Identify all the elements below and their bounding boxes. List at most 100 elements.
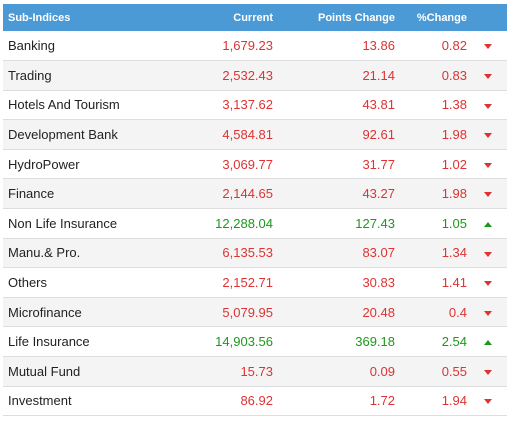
pct-change-value: 1.41 bbox=[441, 275, 467, 291]
trend-cell bbox=[469, 297, 507, 327]
pct-change-value: 1.38 bbox=[441, 97, 467, 113]
triangle-down-icon bbox=[484, 162, 492, 168]
trend-cell bbox=[469, 31, 507, 61]
table-row[interactable]: Finance 2,144.65 43.27 1.98 bbox=[3, 178, 507, 209]
points-change-value: 369.18 bbox=[355, 334, 395, 350]
table-row[interactable]: HydroPower 3,069.77 31.77 1.02 bbox=[3, 149, 507, 179]
table-row[interactable]: Manu.& Pro. 6,135.53 83.07 1.34 bbox=[3, 238, 507, 268]
pct-change-value: 0.82 bbox=[441, 38, 467, 54]
table-row[interactable]: Development Bank 4,584.81 92.61 1.98 bbox=[3, 119, 507, 150]
table-body: Banking 1,679.23 13.86 0.82 Trading 2,532.43 2… bbox=[3, 31, 507, 416]
current-value: 2,144.65 bbox=[222, 186, 273, 202]
triangle-up-icon bbox=[484, 340, 492, 346]
pct-change-value: 0.4 bbox=[448, 304, 467, 320]
header-sub-indices[interactable]: Sub-Indices bbox=[8, 11, 71, 24]
sub-index-name: Development Bank bbox=[8, 127, 118, 143]
header-trend bbox=[469, 4, 507, 31]
current-value: 14,903.56 bbox=[215, 334, 273, 350]
current-value: 2,532.43 bbox=[222, 67, 273, 83]
header-points-change[interactable]: Points Change bbox=[317, 11, 395, 24]
current-value: 12,288.04 bbox=[215, 215, 273, 231]
triangle-down-icon bbox=[484, 281, 492, 287]
trend-cell bbox=[469, 120, 507, 150]
pct-change-value: 0.83 bbox=[441, 67, 467, 83]
current-value: 15.73 bbox=[240, 363, 273, 379]
trend-cell bbox=[469, 268, 507, 298]
sub-index-name: Investment bbox=[8, 393, 72, 409]
current-value: 5,079.95 bbox=[222, 304, 273, 320]
points-change-value: 43.81 bbox=[362, 97, 395, 113]
triangle-down-icon bbox=[484, 73, 492, 79]
points-change-value: 1.72 bbox=[369, 393, 395, 409]
points-change-value: 43.27 bbox=[362, 186, 395, 202]
header-current[interactable]: Current bbox=[233, 11, 273, 24]
points-change-value: 13.86 bbox=[362, 38, 395, 54]
current-value: 4,584.81 bbox=[222, 127, 273, 143]
trend-cell bbox=[469, 61, 507, 91]
sub-index-name: Finance bbox=[8, 186, 55, 202]
triangle-down-icon bbox=[484, 133, 492, 139]
header-pct-change[interactable]: %Change bbox=[416, 11, 467, 24]
triangle-down-icon bbox=[484, 103, 492, 109]
current-value: 3,069.77 bbox=[222, 156, 273, 172]
current-value: 3,137.62 bbox=[222, 97, 273, 113]
current-value: 86.92 bbox=[240, 393, 273, 409]
triangle-down-icon bbox=[484, 44, 492, 50]
triangle-down-icon bbox=[484, 251, 492, 257]
points-change-value: 31.77 bbox=[362, 156, 395, 172]
sub-index-name: Non Life Insurance bbox=[8, 215, 118, 231]
sub-index-name: Others bbox=[8, 275, 48, 291]
points-change-value: 83.07 bbox=[362, 245, 395, 261]
table-row[interactable]: Investment 86.92 1.72 1.94 bbox=[3, 386, 507, 416]
points-change-value: 127.43 bbox=[355, 215, 395, 231]
triangle-down-icon bbox=[484, 369, 492, 375]
trend-cell bbox=[469, 149, 507, 179]
points-change-value: 92.61 bbox=[362, 127, 395, 143]
trend-cell bbox=[469, 90, 507, 120]
sub-index-name: Banking bbox=[8, 38, 55, 54]
points-change-value: 30.83 bbox=[362, 275, 395, 291]
pct-change-value: 1.98 bbox=[441, 186, 467, 202]
pct-change-value: 1.02 bbox=[441, 156, 467, 172]
table-row[interactable]: Trading 2,532.43 21.14 0.83 bbox=[3, 60, 507, 91]
current-value: 6,135.53 bbox=[222, 245, 273, 261]
triangle-down-icon bbox=[484, 192, 492, 198]
pct-change-value: 1.34 bbox=[441, 245, 467, 261]
sub-index-name: Life Insurance bbox=[8, 334, 90, 350]
sub-index-name: HydroPower bbox=[8, 156, 80, 172]
table-row[interactable]: Banking 1,679.23 13.86 0.82 bbox=[3, 31, 507, 61]
table-row[interactable]: Mutual Fund 15.73 0.09 0.55 bbox=[3, 356, 507, 387]
table-header: Sub-Indices Current Points Change %Chang… bbox=[3, 4, 507, 31]
sub-index-name: Manu.& Pro. bbox=[8, 245, 81, 261]
header-row: Sub-Indices Current Points Change %Chang… bbox=[3, 4, 507, 31]
points-change-value: 0.09 bbox=[369, 363, 395, 379]
triangle-down-icon bbox=[484, 310, 492, 316]
table-row[interactable]: Microfinance 5,079.95 20.48 0.4 bbox=[3, 297, 507, 327]
sub-indices-table: Sub-Indices Current Points Change %Chang… bbox=[3, 4, 507, 416]
trend-cell bbox=[469, 179, 507, 209]
sub-index-name: Hotels And Tourism bbox=[8, 97, 120, 113]
pct-change-value: 0.55 bbox=[441, 363, 467, 379]
pct-change-value: 1.94 bbox=[441, 393, 467, 409]
points-change-value: 20.48 bbox=[362, 304, 395, 320]
table-row[interactable]: Non Life Insurance 12,288.04 127.43 1.05 bbox=[3, 209, 507, 239]
triangle-down-icon bbox=[484, 399, 492, 405]
sub-index-name: Microfinance bbox=[8, 304, 82, 320]
trend-cell bbox=[469, 209, 507, 239]
pct-change-value: 2.54 bbox=[441, 334, 467, 350]
triangle-up-icon bbox=[484, 221, 492, 227]
sub-index-name: Trading bbox=[8, 67, 52, 83]
table-row[interactable]: Life Insurance 14,903.56 369.18 2.54 bbox=[3, 327, 507, 357]
trend-cell bbox=[469, 327, 507, 357]
sub-indices-panel: Sub-Indices Current Points Change %Chang… bbox=[3, 4, 507, 416]
table-row[interactable]: Hotels And Tourism 3,137.62 43.81 1.38 bbox=[3, 90, 507, 120]
sub-index-name: Mutual Fund bbox=[8, 363, 81, 379]
trend-cell bbox=[469, 238, 507, 268]
trend-cell bbox=[469, 357, 507, 387]
points-change-value: 21.14 bbox=[362, 67, 395, 83]
current-value: 1,679.23 bbox=[222, 38, 273, 54]
trend-cell bbox=[469, 386, 507, 416]
pct-change-value: 1.05 bbox=[441, 215, 467, 231]
current-value: 2,152.71 bbox=[222, 275, 273, 291]
table-row[interactable]: Others 2,152.71 30.83 1.41 bbox=[3, 268, 507, 298]
